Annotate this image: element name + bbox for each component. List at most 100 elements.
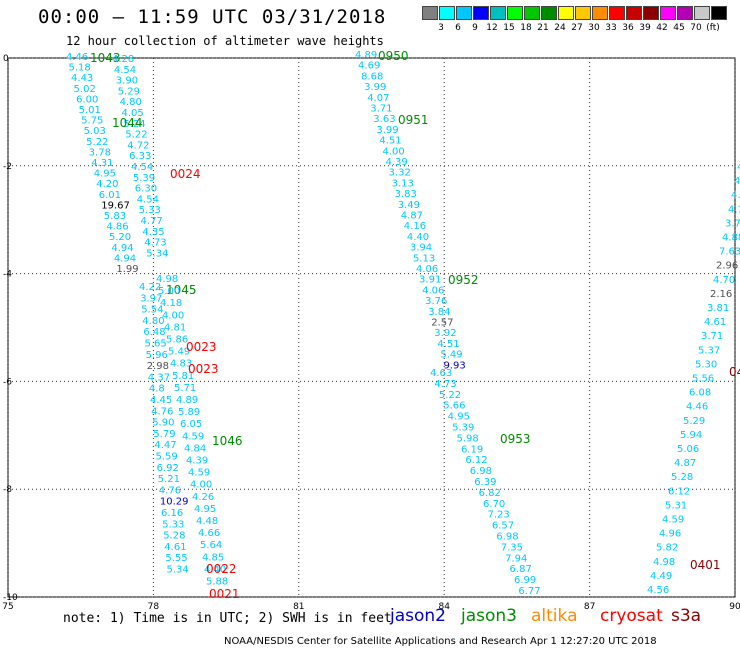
swh-value: 4.73 bbox=[434, 379, 456, 390]
swh-value: 6.00 bbox=[76, 94, 98, 105]
colorbar-label: 9 bbox=[472, 23, 478, 33]
swh-value: 6.98 bbox=[496, 532, 518, 543]
swh-value: 3.83 bbox=[395, 189, 417, 200]
swh-value: 4.40 bbox=[204, 564, 226, 575]
swh-value: 5.29 bbox=[683, 416, 705, 427]
swh-value: 4.22 bbox=[139, 282, 161, 293]
swh-value: 5.66 bbox=[443, 401, 465, 412]
swh-value: 4.00 bbox=[190, 480, 212, 491]
swh-value: 4.05 bbox=[122, 108, 144, 119]
swh-value: 5.28 bbox=[163, 531, 185, 542]
pass-label: 04 bbox=[729, 365, 740, 379]
swh-value: 5.00 bbox=[158, 286, 180, 297]
swh-value: 4.59 bbox=[662, 515, 684, 526]
swh-value: 4.48 bbox=[196, 516, 218, 527]
swh-value: 19.67 bbox=[101, 200, 130, 211]
colorbar-label: 42 bbox=[656, 23, 668, 33]
swh-value: 5.34 bbox=[146, 248, 168, 259]
swh-value: 3.49 bbox=[398, 200, 420, 211]
colorbar-swatch bbox=[711, 6, 727, 20]
swh-value: 4.35 bbox=[142, 227, 164, 238]
swh-value: 5.39 bbox=[452, 423, 474, 434]
wave-height-colorbar bbox=[422, 6, 728, 20]
swh-value: 3.76 bbox=[425, 296, 447, 307]
y-tick-label: -8 bbox=[3, 485, 12, 495]
swh-value: 4.59 bbox=[182, 431, 204, 442]
swh-value: 3.78 bbox=[89, 147, 111, 158]
swh-value: 4.88 bbox=[722, 233, 740, 244]
swh-value: 3.71 bbox=[370, 104, 392, 115]
swh-value: 5.49 bbox=[440, 350, 462, 361]
altimeter-map: 75 78 81 84 87 900-2-4-6-8-104.465.184.435.02… bbox=[2, 49, 740, 610]
colorbar-swatch bbox=[490, 6, 506, 20]
units-note: note: 1) Time is in UTC; 2) SWH is in fe… bbox=[63, 611, 392, 626]
swh-value: 5.30 bbox=[695, 359, 717, 370]
colorbar-label: 12 bbox=[486, 23, 498, 33]
swh-value: 1.99 bbox=[116, 264, 138, 275]
swh-value: 4.80 bbox=[142, 316, 164, 327]
swh-value: 5.86 bbox=[166, 335, 188, 346]
swh-value: 3.92 bbox=[434, 328, 456, 339]
swh-value: 3.75 bbox=[725, 218, 740, 229]
satellite-legend-jason3: jason3 bbox=[461, 606, 517, 626]
swh-value: 6.99 bbox=[514, 575, 536, 586]
swh-value: 4.94 bbox=[111, 243, 133, 254]
y-tick-label: -4 bbox=[3, 270, 12, 280]
swh-value: 5.96 bbox=[146, 350, 168, 361]
swh-value: 5.49 bbox=[168, 347, 190, 358]
swh-value: 3.63 bbox=[373, 114, 395, 125]
swh-value: 5.29 bbox=[118, 86, 140, 97]
colorbar-label: 36 bbox=[622, 23, 634, 33]
swh-value: 4.61 bbox=[704, 317, 726, 328]
swh-value: 4.2 bbox=[737, 162, 740, 173]
swh-value: 4.95 bbox=[94, 169, 116, 180]
swh-value: 8.68 bbox=[361, 71, 383, 82]
colorbar-label: 30 bbox=[588, 23, 600, 33]
swh-value: 6.01 bbox=[99, 190, 121, 201]
colorbar-swatch bbox=[456, 6, 472, 20]
swh-value: 5.31 bbox=[665, 500, 687, 511]
swh-value: 4.43 bbox=[71, 73, 93, 84]
swh-value: 4.81 bbox=[164, 322, 186, 333]
swh-value: 4.00 bbox=[162, 310, 184, 321]
swh-value: 3.99 bbox=[376, 125, 398, 136]
swh-value: 5.54 bbox=[141, 305, 163, 316]
swh-value: 6.39 bbox=[474, 477, 496, 488]
swh-value: 4.77 bbox=[141, 216, 163, 227]
y-tick-label: -10 bbox=[3, 593, 18, 603]
pass-label: 0401 bbox=[690, 558, 721, 572]
swh-value: 4.51 bbox=[437, 339, 459, 350]
colorbar-label: 70 bbox=[690, 23, 702, 33]
swh-value: 6.33 bbox=[129, 151, 151, 162]
swh-value: 6.12 bbox=[465, 455, 487, 466]
chart-subtitle: 12 hour collection of altimeter wave hei… bbox=[66, 34, 384, 48]
swh-value: 4.26 bbox=[192, 492, 214, 503]
swh-value: 4.84 bbox=[184, 443, 206, 454]
swh-value: 7.94 bbox=[505, 553, 527, 564]
swh-value: 5.21 bbox=[158, 474, 180, 485]
swh-value: 4.37 bbox=[148, 372, 170, 383]
x-tick-label: 90 bbox=[729, 602, 740, 610]
swh-value: 5.90 bbox=[152, 418, 174, 429]
swh-value: 5.03 bbox=[84, 126, 106, 137]
pass-label: 0950 bbox=[378, 49, 409, 63]
colorbar-swatch bbox=[694, 6, 710, 20]
swh-value: 4.83 bbox=[170, 359, 192, 370]
swh-value: 3.91 bbox=[419, 275, 441, 286]
swh-value: 5.82 bbox=[656, 543, 678, 554]
pass-label: 0023 bbox=[188, 362, 219, 376]
swh-value: 5.02 bbox=[74, 84, 96, 95]
swh-value: 4.3 bbox=[731, 190, 740, 201]
satellite-legend-altika: altika bbox=[531, 606, 578, 626]
swh-value: 4.28 bbox=[112, 54, 134, 65]
swh-value: 6.77 bbox=[518, 586, 540, 597]
swh-value: 4.56 bbox=[647, 585, 669, 596]
swh-value: 3.71 bbox=[701, 331, 723, 342]
colorbar-swatch bbox=[524, 6, 540, 20]
swh-value: 4.49 bbox=[650, 571, 672, 582]
swh-value: 3.99 bbox=[364, 82, 386, 93]
swh-value: 5.13 bbox=[413, 253, 435, 264]
swh-value: 6.92 bbox=[157, 463, 179, 474]
swh-value: 4.85 bbox=[202, 552, 224, 563]
swh-value: 6.48 bbox=[143, 327, 165, 338]
